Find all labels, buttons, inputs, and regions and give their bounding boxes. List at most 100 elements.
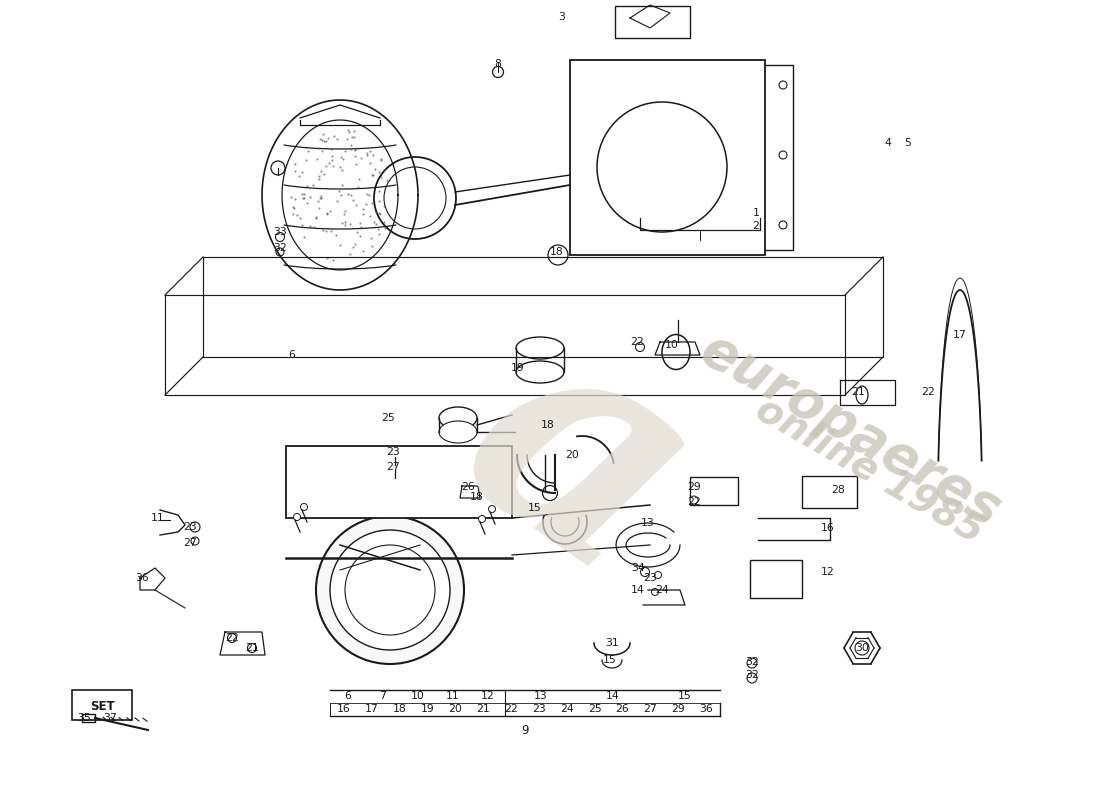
Ellipse shape xyxy=(294,514,300,521)
FancyBboxPatch shape xyxy=(286,446,512,518)
Text: 1: 1 xyxy=(752,208,759,218)
Ellipse shape xyxy=(747,673,757,683)
Text: 8: 8 xyxy=(495,59,502,69)
FancyBboxPatch shape xyxy=(750,560,802,598)
Ellipse shape xyxy=(654,571,661,578)
Text: 23: 23 xyxy=(532,704,546,714)
Text: europaeres: europaeres xyxy=(691,323,1010,537)
Text: 23: 23 xyxy=(644,573,657,583)
Text: 16: 16 xyxy=(821,523,835,533)
Text: 27: 27 xyxy=(183,538,197,548)
Ellipse shape xyxy=(779,221,786,229)
Text: 15: 15 xyxy=(678,691,691,701)
Text: 5: 5 xyxy=(904,138,912,148)
FancyBboxPatch shape xyxy=(690,477,738,505)
Text: 29: 29 xyxy=(688,482,701,492)
Text: SET: SET xyxy=(90,699,114,713)
Text: 36: 36 xyxy=(135,573,149,583)
Text: 21: 21 xyxy=(851,387,865,397)
Ellipse shape xyxy=(316,516,464,664)
Ellipse shape xyxy=(662,334,690,370)
Text: 11: 11 xyxy=(446,691,460,701)
Text: 19: 19 xyxy=(512,363,525,373)
Text: 32: 32 xyxy=(745,670,759,680)
Text: 25: 25 xyxy=(381,413,395,423)
Text: 18: 18 xyxy=(541,420,554,430)
Text: 29: 29 xyxy=(671,704,685,714)
Text: 28: 28 xyxy=(832,485,845,495)
Text: 32: 32 xyxy=(273,243,287,253)
Text: 6: 6 xyxy=(288,350,296,360)
Text: 12: 12 xyxy=(481,691,494,701)
Text: 18: 18 xyxy=(470,492,484,502)
Ellipse shape xyxy=(390,447,400,457)
Text: 14: 14 xyxy=(631,585,645,595)
Text: 18: 18 xyxy=(393,704,407,714)
Ellipse shape xyxy=(779,151,786,159)
Ellipse shape xyxy=(439,407,477,429)
Ellipse shape xyxy=(640,567,649,577)
Text: 18: 18 xyxy=(550,247,564,257)
Ellipse shape xyxy=(856,386,868,404)
Text: 9: 9 xyxy=(521,723,529,737)
Text: 20: 20 xyxy=(565,450,579,460)
Ellipse shape xyxy=(855,641,869,655)
Ellipse shape xyxy=(493,66,504,78)
Text: 24: 24 xyxy=(560,704,574,714)
Ellipse shape xyxy=(330,530,450,650)
Text: 31: 31 xyxy=(605,638,619,648)
Ellipse shape xyxy=(779,81,786,89)
Ellipse shape xyxy=(276,248,284,256)
Ellipse shape xyxy=(228,634,236,642)
Ellipse shape xyxy=(488,506,495,513)
Text: 26: 26 xyxy=(461,482,475,492)
Text: 22: 22 xyxy=(921,387,935,397)
Text: 14: 14 xyxy=(606,691,619,701)
Ellipse shape xyxy=(690,496,698,504)
Text: 10: 10 xyxy=(410,691,425,701)
Text: 34: 34 xyxy=(631,563,645,573)
Ellipse shape xyxy=(516,361,564,383)
Text: 26: 26 xyxy=(616,704,629,714)
Ellipse shape xyxy=(248,643,256,653)
Ellipse shape xyxy=(542,486,558,501)
Ellipse shape xyxy=(651,589,659,595)
Text: 36: 36 xyxy=(700,704,713,714)
Text: 27: 27 xyxy=(386,462,400,472)
Ellipse shape xyxy=(439,421,477,443)
Text: 22: 22 xyxy=(226,633,239,643)
Text: 17: 17 xyxy=(953,330,967,340)
Text: 3: 3 xyxy=(559,12,565,22)
Ellipse shape xyxy=(516,337,564,359)
Text: 4: 4 xyxy=(884,138,891,148)
Text: 32: 32 xyxy=(745,657,759,667)
Text: 23: 23 xyxy=(183,522,197,532)
Text: 22: 22 xyxy=(688,497,701,507)
Ellipse shape xyxy=(478,515,485,522)
Text: online 1985: online 1985 xyxy=(749,390,991,550)
FancyBboxPatch shape xyxy=(802,476,857,508)
Text: 13: 13 xyxy=(641,518,654,528)
Text: 21: 21 xyxy=(245,643,258,653)
Text: 2: 2 xyxy=(752,221,759,231)
Text: 33: 33 xyxy=(273,227,287,237)
Ellipse shape xyxy=(271,161,285,175)
Text: 22: 22 xyxy=(504,704,518,714)
Text: 15: 15 xyxy=(603,655,617,665)
Ellipse shape xyxy=(390,462,399,470)
Text: 21: 21 xyxy=(476,704,491,714)
Ellipse shape xyxy=(300,503,308,510)
Ellipse shape xyxy=(191,537,199,545)
Ellipse shape xyxy=(190,522,200,532)
Text: 30: 30 xyxy=(855,643,869,653)
Text: 11: 11 xyxy=(151,513,165,523)
Text: 13: 13 xyxy=(534,691,548,701)
Text: 10: 10 xyxy=(666,340,679,350)
Ellipse shape xyxy=(548,245,568,265)
Text: 20: 20 xyxy=(449,704,462,714)
Text: a: a xyxy=(415,282,746,638)
Text: 15: 15 xyxy=(528,503,542,513)
Ellipse shape xyxy=(275,233,285,242)
Text: 25: 25 xyxy=(587,704,602,714)
Text: 27: 27 xyxy=(644,704,657,714)
